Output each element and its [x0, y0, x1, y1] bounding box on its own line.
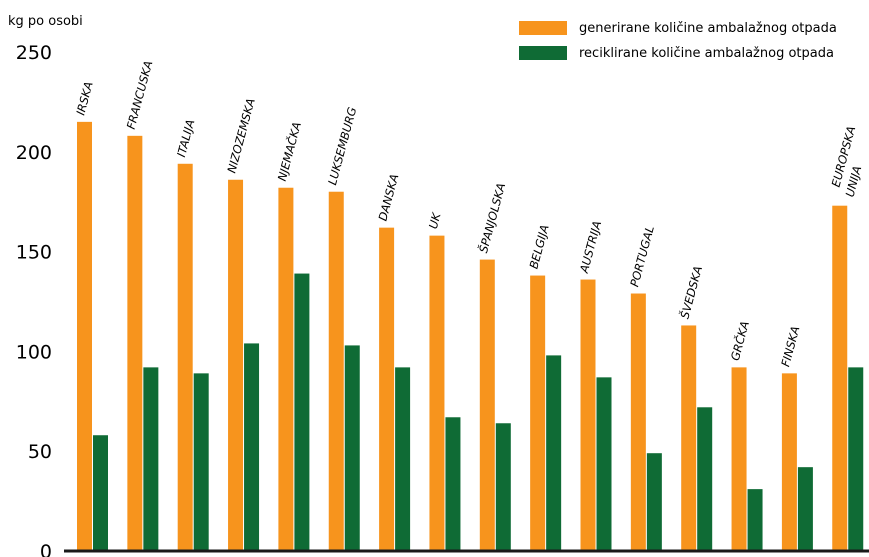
category-label: NJEMAČKA — [274, 120, 304, 182]
y-tick-label: 200 — [16, 142, 52, 164]
legend-label-generated: generirane količine ambalažnog otpada — [579, 21, 837, 36]
bar-recycled — [596, 377, 612, 551]
bar-generated — [429, 235, 445, 551]
bar-generated — [630, 293, 646, 551]
category-label: AUSTRIJA — [577, 219, 605, 275]
y-tick-label: 0 — [40, 541, 52, 557]
bar-generated — [681, 325, 697, 551]
bar-recycled — [495, 423, 511, 551]
bar-recycled — [848, 367, 864, 551]
category-label: ŠVEDSKA — [677, 264, 705, 320]
bar-generated — [127, 135, 143, 551]
y-axis-title: kg po osobi — [8, 14, 83, 29]
category-label: FINSKA — [778, 324, 802, 368]
bar-recycled — [244, 343, 260, 551]
legend: generirane količine ambalažnog otpada re… — [519, 21, 837, 61]
bar-generated — [832, 205, 848, 551]
category-label: LUKSEMBURG — [325, 105, 359, 186]
bar-recycled — [546, 355, 562, 551]
category-label: DANSKA — [375, 172, 401, 222]
category-label: UK — [426, 210, 444, 230]
bar-recycled — [395, 367, 411, 551]
category-label: FRANCUSKA — [124, 59, 156, 131]
y-axis-ticks: 0 50 100 150 200 250 — [16, 42, 52, 557]
bar-recycled — [646, 453, 662, 551]
bars — [77, 121, 864, 552]
bar-generated — [77, 121, 92, 552]
category-label: PORTUGAL — [627, 224, 657, 288]
category-label: NIZOZEMSKA — [224, 97, 257, 175]
bar-recycled — [697, 407, 713, 551]
y-tick-label: 150 — [16, 242, 52, 264]
bar-recycled — [93, 435, 108, 551]
bar-generated — [731, 367, 747, 551]
category-label: GRČKA — [727, 319, 752, 362]
category-label: ŠPANJOLSKA — [475, 181, 508, 254]
bar-recycled — [344, 345, 360, 551]
bar-recycled — [143, 367, 159, 551]
bar-generated — [530, 275, 546, 551]
bar-recycled — [747, 489, 763, 551]
bar-recycled — [445, 417, 461, 551]
bar-generated — [781, 373, 797, 551]
legend-swatch-generated — [519, 21, 567, 35]
bar-generated — [580, 279, 596, 551]
bar-recycled — [193, 373, 209, 551]
bar-generated — [177, 163, 193, 551]
category-label: ITALIJA — [174, 118, 197, 159]
category-label: BELGIJA — [527, 223, 552, 270]
legend-swatch-recycled — [519, 46, 567, 60]
bar-recycled — [797, 467, 813, 551]
category-label: IRSKA — [73, 80, 95, 117]
bar-generated — [328, 191, 344, 551]
y-tick-label: 50 — [28, 441, 52, 463]
bar-generated — [228, 179, 244, 551]
legend-label-recycled: reciklirane količine ambalažnog otpada — [579, 46, 834, 61]
bar-generated — [479, 259, 495, 551]
bar-generated — [379, 227, 395, 551]
y-tick-label: 100 — [16, 341, 52, 363]
y-tick-label: 250 — [16, 42, 52, 64]
bar-recycled — [294, 273, 310, 551]
bar-generated — [278, 187, 294, 551]
